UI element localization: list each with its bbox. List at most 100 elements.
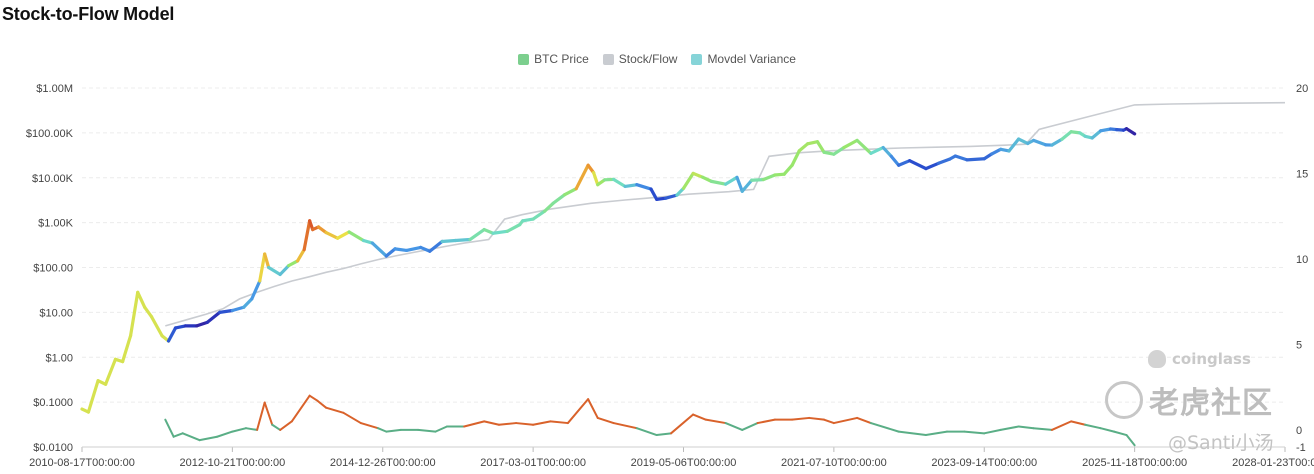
movdel-variance-segment bbox=[692, 413, 707, 421]
movdel-variance-segment bbox=[963, 430, 986, 435]
btc-price-segment bbox=[691, 171, 705, 179]
movdel-variance-segment bbox=[1099, 427, 1116, 433]
movdel-variance-segment bbox=[164, 418, 175, 438]
btc-price-segment bbox=[263, 252, 271, 270]
legend-swatch-movdel-variance bbox=[691, 53, 703, 65]
btc-price-segment bbox=[664, 193, 679, 200]
btc-price-segment bbox=[842, 138, 859, 150]
y-right-tick-label: -1 bbox=[1296, 442, 1306, 454]
movdel-variance-segment bbox=[566, 398, 590, 425]
y-left-tick-label: $1.00 bbox=[45, 352, 73, 364]
btc-price-layer bbox=[80, 127, 1137, 414]
coinglass-watermark-text: coinglass bbox=[1172, 350, 1251, 368]
btc-price-segment bbox=[205, 310, 222, 324]
user-watermark: @Santi小汤 bbox=[1168, 432, 1274, 454]
tiger-community-watermark: 老虎社区 bbox=[1105, 378, 1273, 422]
btc-price-segment bbox=[267, 265, 282, 277]
movdel-variance-segment bbox=[704, 418, 727, 425]
x-tick-label: 2014-12-26T00:00:00 bbox=[330, 457, 436, 469]
btc-price-segment bbox=[149, 315, 164, 338]
movdel-variance-segment bbox=[670, 413, 695, 435]
movdel-variance-segment bbox=[1084, 423, 1102, 430]
btc-price-segment bbox=[347, 230, 366, 243]
btc-price-segment bbox=[574, 163, 590, 191]
btc-price-segment bbox=[195, 320, 209, 328]
movdel-variance-segment bbox=[359, 422, 380, 430]
btc-price-segment bbox=[790, 149, 801, 167]
movdel-variance-segment bbox=[1050, 420, 1073, 431]
page-title: Stock-to-Flow Model bbox=[2, 4, 175, 24]
btc-price-segment bbox=[990, 147, 1003, 156]
btc-price-segment bbox=[242, 297, 254, 309]
btc-price-segment bbox=[86, 379, 100, 414]
btc-price-segment bbox=[335, 230, 351, 240]
movdel-variance-segment bbox=[263, 401, 274, 426]
btc-price-segment bbox=[740, 178, 754, 193]
movdel-variance-segment bbox=[231, 427, 247, 433]
legend-label-stock-flow: Stock/Flow bbox=[618, 52, 678, 66]
btc-price-segment bbox=[1090, 129, 1103, 140]
btc-price-segment bbox=[1007, 137, 1021, 153]
y-left-tick-label: $0.0100 bbox=[33, 442, 73, 454]
btc-price-segment bbox=[287, 259, 300, 268]
movdel-variance-segment bbox=[869, 422, 900, 433]
movdel-variance-segment bbox=[417, 428, 437, 433]
btc-price-segment bbox=[953, 154, 969, 162]
x-tick-label: 2021-07-10T00:00:00 bbox=[781, 457, 887, 469]
movdel-variance-segment bbox=[256, 401, 266, 431]
legend-swatch-btc-price bbox=[518, 53, 530, 65]
legend-item-btc-price[interactable]: BTC Price bbox=[518, 52, 589, 66]
movdel-variance-segment bbox=[791, 416, 811, 421]
btc-price-segment bbox=[521, 217, 535, 223]
btc-price-segment bbox=[563, 187, 578, 197]
btc-price-segment bbox=[591, 171, 600, 187]
y-left-tick-label: $100.00K bbox=[26, 128, 74, 140]
btc-price-segment bbox=[889, 154, 901, 167]
btc-price-segment bbox=[531, 209, 547, 221]
y-axis-left: $0.0100 $0.1000 $1.00 $10.00 $100.00 $1.00K $1… bbox=[26, 83, 74, 454]
btc-price-segment bbox=[278, 264, 291, 277]
btc-price-segment bbox=[258, 252, 267, 283]
btc-price-segment bbox=[908, 159, 928, 171]
movdel-variance-segment bbox=[1125, 434, 1136, 447]
btc-price-segment bbox=[750, 177, 765, 182]
btc-price-segment bbox=[709, 179, 728, 186]
btc-price-segment bbox=[302, 219, 312, 252]
movdel-variance-segment bbox=[279, 420, 293, 431]
btc-price-segment bbox=[965, 157, 986, 162]
legend-item-stock-flow[interactable]: Stock/Flow bbox=[602, 52, 678, 66]
movdel-variance-segment bbox=[377, 427, 388, 433]
x-tick-label: 2028-01-23T00:00:00 bbox=[1232, 457, 1314, 469]
movdel-variance-segment bbox=[497, 422, 518, 426]
legend-item-movdel-variance[interactable]: Movdel Variance bbox=[691, 52, 796, 66]
y-axis-right: -1 0 5 10 15 20 bbox=[1296, 83, 1308, 454]
y-left-tick-label: $0.1000 bbox=[33, 397, 73, 409]
movdel-variance-segment bbox=[655, 432, 673, 437]
btc-price-segment bbox=[881, 145, 893, 158]
btc-price-segment bbox=[468, 227, 486, 242]
movdel-variance-segment bbox=[1113, 430, 1128, 437]
movdel-variance-segment bbox=[856, 416, 872, 425]
stock-flow-layer bbox=[165, 101, 1286, 327]
x-tick-label: 2025-11-18T00:00:00 bbox=[1082, 457, 1187, 469]
movdel-variance-segment bbox=[1017, 425, 1035, 430]
movdel-variance-segment bbox=[635, 427, 658, 437]
btc-price-segment bbox=[505, 223, 522, 233]
legend-swatch-stock-flow bbox=[602, 53, 614, 65]
btc-price-segment bbox=[897, 159, 912, 167]
btc-price-segment bbox=[1099, 127, 1113, 133]
btc-price-segment bbox=[623, 183, 639, 189]
legend-label-btc-price: BTC Price bbox=[534, 52, 589, 66]
x-tick-label: 2010-08-17T00:00:00 bbox=[29, 457, 135, 469]
btc-price-segment bbox=[173, 324, 187, 330]
movdel-variance-segment bbox=[483, 420, 500, 426]
btc-price-segment bbox=[250, 279, 262, 301]
btc-price-segment bbox=[491, 229, 509, 235]
movdel-variance-segment bbox=[999, 425, 1020, 431]
btc-price-segment bbox=[806, 140, 820, 146]
btc-price-segment bbox=[384, 247, 397, 258]
movdel-variance-segment bbox=[290, 394, 311, 423]
movdel-variance-layer bbox=[164, 394, 1136, 447]
btc-price-segment bbox=[1124, 127, 1137, 136]
